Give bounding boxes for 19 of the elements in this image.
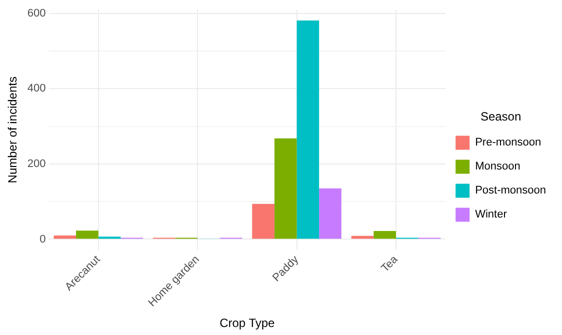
y-tick-label: 600 [27, 7, 46, 20]
legend-label: Post-monsoon [475, 184, 546, 197]
bar [319, 188, 342, 239]
x-tick-label: Tea [379, 252, 401, 275]
legend-title: Season [480, 110, 522, 124]
bar [274, 138, 297, 239]
bar [76, 230, 98, 239]
bar [296, 20, 320, 239]
legend-label: Pre-monsoon [475, 136, 542, 149]
y-tick-label: 0 [40, 233, 46, 246]
y-tick-label: 200 [27, 158, 46, 170]
bar [374, 230, 396, 239]
bar [54, 235, 76, 239]
x-axis-title: Crop Type [220, 316, 276, 330]
y-tick-label: 400 [27, 82, 46, 95]
legend-label: Monsoon [475, 160, 520, 173]
bar [252, 204, 274, 239]
legend-label: Winter [475, 208, 508, 221]
y-axis-title: Number of incidents [6, 76, 20, 184]
